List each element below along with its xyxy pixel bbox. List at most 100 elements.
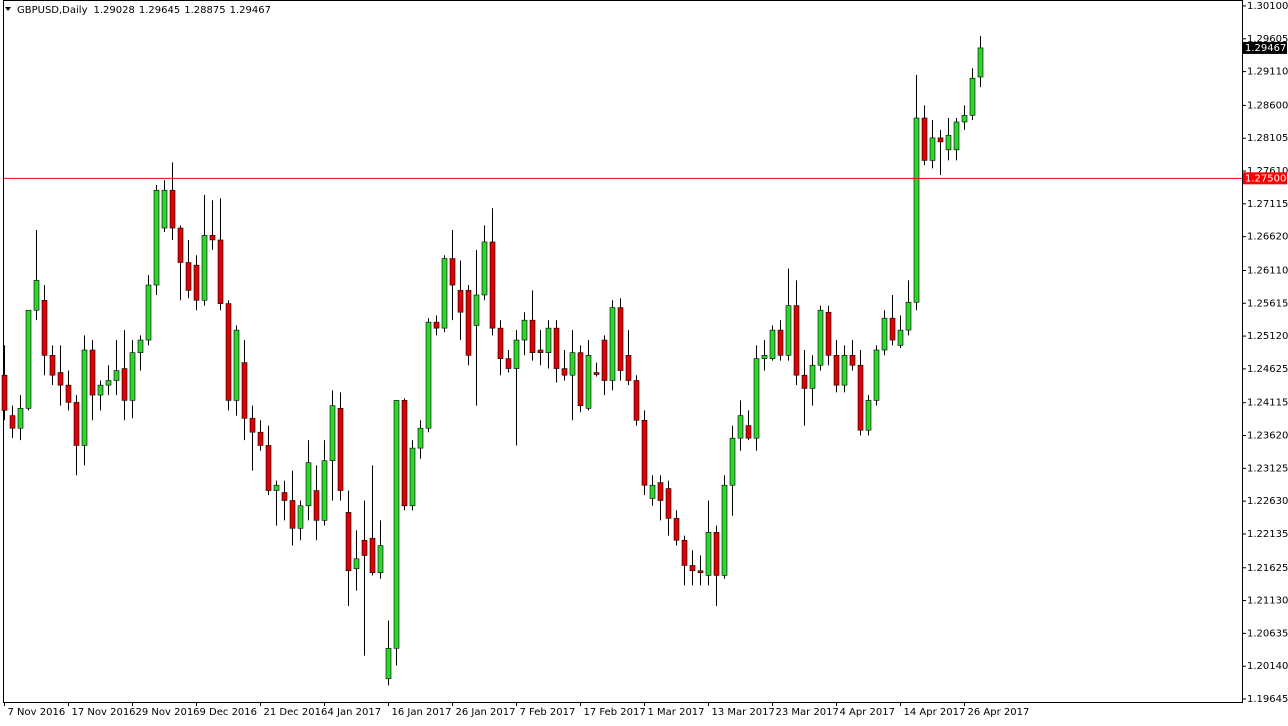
- x-tick-label: 9 Dec 2016: [200, 707, 258, 718]
- candle-body: [961, 115, 968, 123]
- x-tick-label: 26 Apr 2017: [968, 707, 1030, 718]
- y-tick-label: 1.19645: [1247, 694, 1288, 705]
- candle-body: [377, 545, 384, 574]
- candle-body: [409, 447, 416, 507]
- y-tick-label: 1.28600: [1247, 100, 1288, 111]
- candle-body: [729, 437, 736, 486]
- candle-body: [721, 484, 728, 576]
- candle-body: [353, 558, 360, 570]
- candle-body: [617, 307, 624, 371]
- candle-body: [633, 380, 640, 421]
- candle-body: [433, 321, 440, 329]
- candle-body: [657, 482, 664, 501]
- candle-body: [129, 352, 136, 401]
- candle-body: [497, 327, 504, 359]
- candle-body: [833, 355, 840, 386]
- candle-body: [841, 355, 848, 386]
- candle-body: [681, 539, 688, 566]
- y-tick-label: 1.25120: [1247, 331, 1288, 342]
- level-label: 1.27500: [1245, 173, 1286, 184]
- candle-body: [553, 327, 560, 369]
- x-tick-label: 14 Apr 2017: [904, 707, 966, 718]
- candle-body: [81, 349, 88, 446]
- candle-body: [697, 570, 704, 574]
- candle-body: [785, 305, 792, 356]
- candle-body: [177, 227, 184, 263]
- x-tick-label: 7 Nov 2016: [8, 707, 66, 718]
- candle-body: [169, 189, 176, 229]
- candle-body: [241, 362, 248, 419]
- x-tick-label: 21 Dec 2016: [264, 707, 328, 718]
- candle-body: [649, 484, 656, 499]
- y-tick-label: 1.21625: [1247, 563, 1288, 574]
- y-tick-label: 1.25615: [1247, 298, 1288, 309]
- x-tick-label: 17 Nov 2016: [72, 707, 136, 718]
- candle-body: [9, 415, 16, 429]
- y-tick-label: 1.23125: [1247, 463, 1288, 474]
- chart-header: GBPUSD,Daily 1.29028 1.29645 1.28875 1.29467: [17, 5, 271, 16]
- candle-body: [25, 309, 32, 409]
- candle-body: [113, 370, 120, 381]
- candle-body: [865, 400, 872, 431]
- candle-body: [97, 384, 104, 396]
- y-tick-label: 1.26620: [1247, 232, 1288, 243]
- y-tick-label: 1.29605: [1247, 34, 1288, 45]
- y-tick-label: 1.22630: [1247, 496, 1288, 507]
- candle-body: [385, 647, 392, 680]
- candle-body: [809, 364, 816, 389]
- y-tick-label: 1.23620: [1247, 431, 1288, 442]
- y-tick-label: 1.30100: [1247, 1, 1288, 12]
- candle-body: [529, 319, 536, 353]
- candle-body: [769, 329, 776, 359]
- candle-body: [593, 372, 600, 375]
- candle-body: [609, 307, 616, 381]
- x-tick-label: 7 Feb 2017: [520, 707, 576, 718]
- candle-body: [449, 258, 456, 286]
- candle-body: [121, 368, 128, 401]
- candle-body: [225, 303, 232, 401]
- header-high: 1.29645: [139, 5, 180, 16]
- candle-body: [329, 405, 336, 462]
- candle-body: [737, 415, 744, 439]
- candle-body: [953, 121, 960, 151]
- candle-body: [753, 358, 760, 439]
- candle-body: [481, 241, 488, 296]
- candle-body: [217, 239, 224, 304]
- x-tick-label: 1 Mar 2017: [648, 707, 705, 718]
- candle-body: [929, 137, 936, 161]
- price-label: 1.29467: [1245, 43, 1286, 54]
- candle-body: [761, 355, 768, 359]
- candle-body: [289, 500, 296, 529]
- candle-body: [745, 425, 752, 439]
- candle-body: [185, 262, 192, 291]
- candle-body: [673, 518, 680, 541]
- candle-body: [777, 329, 784, 356]
- y-tick-label: 1.26110: [1247, 265, 1288, 276]
- y-tick-label: 1.20140: [1247, 661, 1288, 672]
- candle-body: [913, 117, 920, 303]
- candle-body: [33, 280, 40, 311]
- candle-body: [473, 294, 480, 326]
- candle-body: [713, 531, 720, 576]
- candle-body: [945, 134, 952, 151]
- candle-body: [345, 512, 352, 572]
- candle-body: [705, 531, 712, 576]
- candle-body: [313, 490, 320, 521]
- candle-body: [49, 355, 56, 376]
- header-close: 1.29467: [230, 5, 271, 16]
- candle-body: [889, 317, 896, 341]
- candle-body: [625, 355, 632, 381]
- candle-body: [265, 445, 272, 491]
- candle-body: [921, 117, 928, 161]
- candle-body: [457, 290, 464, 313]
- x-tick-label: 23 Mar 2017: [776, 707, 839, 718]
- symbol: GBPUSD,Daily: [17, 5, 88, 16]
- candle-body: [513, 339, 520, 369]
- candle-body: [801, 374, 808, 389]
- candle-body: [257, 431, 264, 446]
- x-tick-label: 13 Mar 2017: [712, 707, 775, 718]
- y-tick-label: 1.24625: [1247, 364, 1288, 375]
- y-tick-label: 1.29110: [1247, 67, 1288, 78]
- candle-body: [825, 311, 832, 356]
- candle-body: [521, 319, 528, 341]
